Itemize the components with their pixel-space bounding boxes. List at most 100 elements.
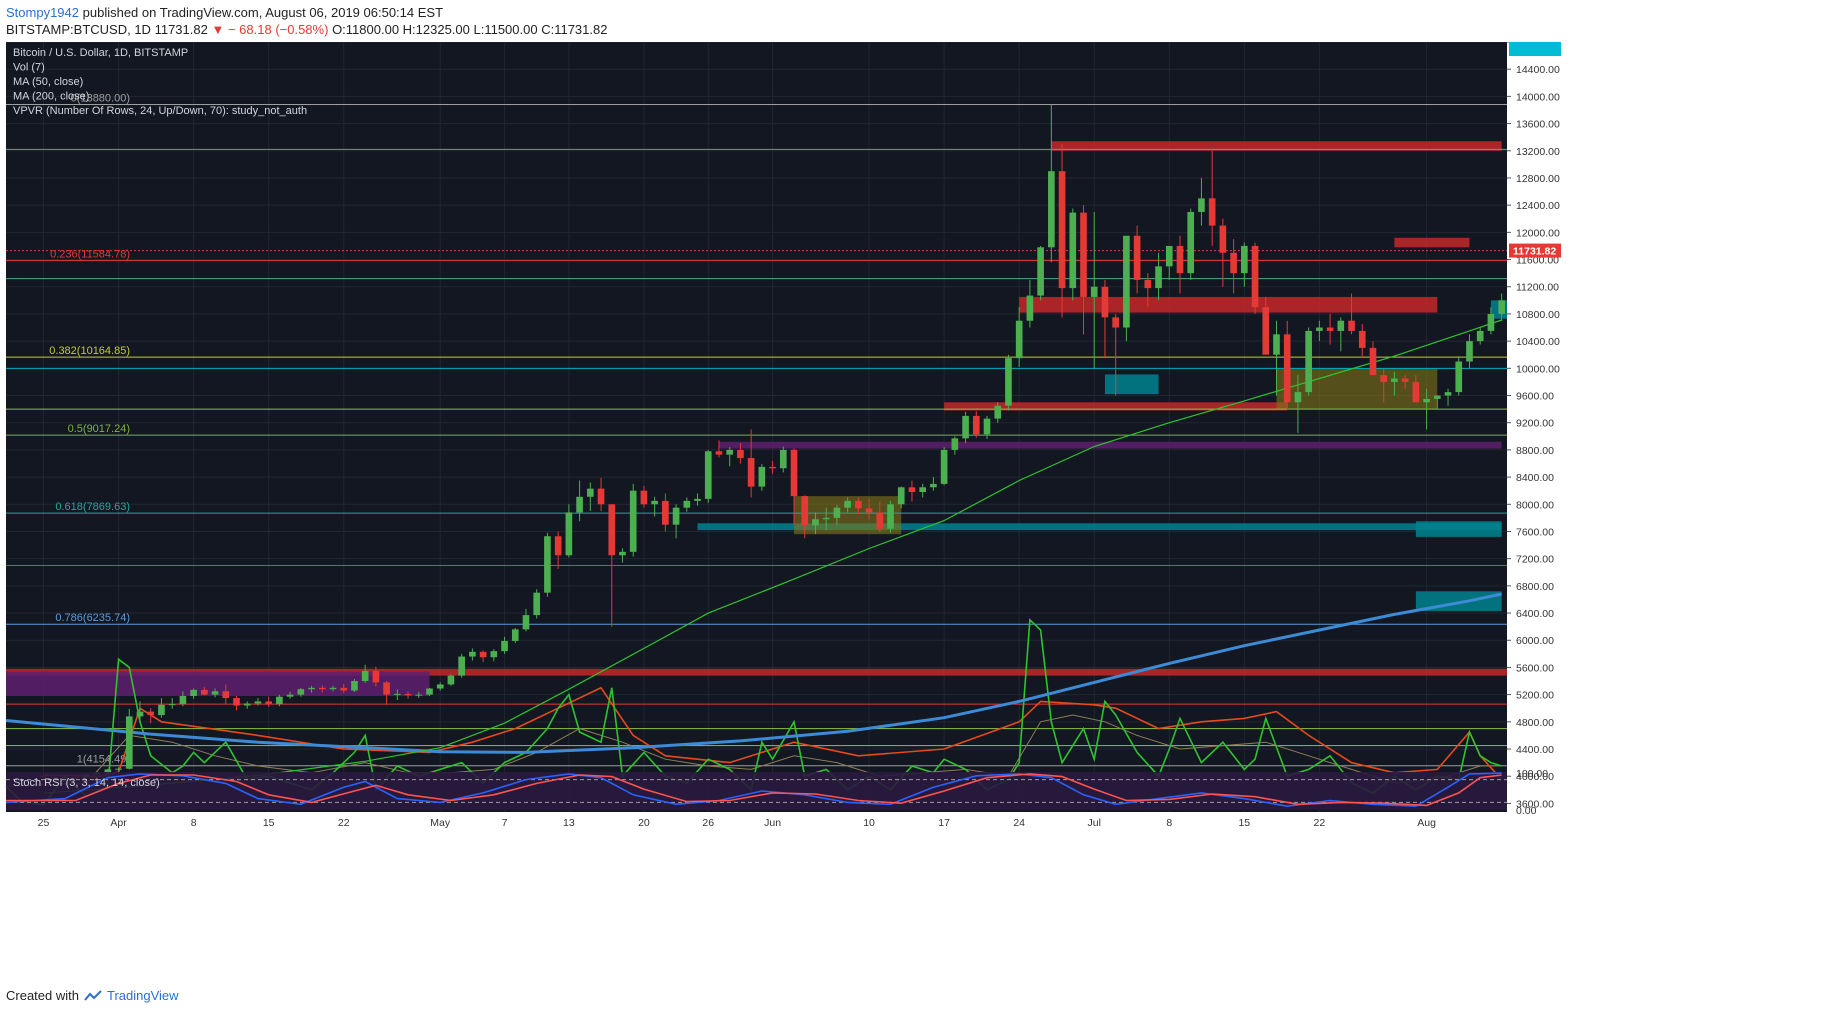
candle-body: [1069, 212, 1077, 289]
candle-body: [683, 500, 691, 508]
candle: [887, 500, 894, 533]
resistance-zone: [1019, 296, 1438, 313]
candle-body: [822, 517, 830, 520]
candle-body: [1262, 307, 1270, 355]
candle-body: [501, 640, 508, 652]
candle: [994, 402, 1002, 423]
candle-body: [1037, 247, 1044, 296]
candle-body: [297, 689, 305, 695]
candle-body: [1305, 330, 1312, 393]
price-tick-label: 6000.00: [1516, 635, 1554, 647]
candle: [361, 664, 369, 684]
time-tick-label: May: [430, 817, 451, 829]
symbol-header: BITSTAMP:BTCUSD, 1D 11731.82 ▼ − 68.18 (…: [6, 21, 607, 39]
candle: [597, 477, 605, 512]
candle-body: [1241, 245, 1248, 274]
candle: [1487, 307, 1495, 335]
candle-body: [179, 695, 187, 705]
candle-body: [608, 504, 616, 556]
price-tick-label: 12000.00: [1516, 227, 1560, 239]
support-zone: [1415, 521, 1502, 537]
candle: [1476, 327, 1484, 345]
candle: [1101, 279, 1109, 359]
candle-body: [1144, 279, 1152, 289]
candle-body: [651, 500, 658, 505]
time-tick-label: 10: [863, 817, 875, 829]
candle-body: [1433, 395, 1441, 399]
candle-body: [1455, 361, 1463, 393]
candle-body: [1466, 341, 1473, 362]
time-tick-label: 8: [191, 817, 197, 829]
candle: [233, 695, 240, 711]
candle-body: [1423, 398, 1430, 403]
price-zones: [6, 141, 1507, 696]
candle: [1444, 388, 1452, 406]
candle: [1112, 313, 1119, 396]
candle-body: [1444, 392, 1452, 396]
candle-body: [855, 500, 862, 509]
candle: [1058, 143, 1066, 318]
time-tick-label: 15: [1238, 817, 1250, 829]
price-tick-label: 9600.00: [1516, 391, 1554, 403]
candle: [833, 504, 841, 525]
candle: [790, 448, 798, 525]
candle: [1165, 245, 1173, 280]
candle: [276, 694, 283, 707]
price-tick-label: 10000.00: [1516, 363, 1560, 375]
candle: [897, 486, 905, 509]
candle-body: [629, 490, 637, 552]
candle: [372, 666, 380, 687]
price-tick-label: 12800.00: [1516, 173, 1560, 185]
candle-body: [458, 656, 465, 676]
fib-level-label: 1(4154.49): [77, 754, 130, 766]
candle-body: [490, 651, 498, 658]
time-tick-label: 22: [338, 817, 350, 829]
candle-body: [544, 536, 551, 593]
candle: [919, 483, 927, 498]
price-tick-label: 5200.00: [1516, 690, 1554, 702]
candle: [533, 589, 541, 619]
price-tick-label: 4400.00: [1516, 744, 1554, 756]
price-chart[interactable]: 0(13880.00) 0.236(11584.78) 0.382(10164.85…: [0, 42, 1840, 985]
created-with-label: Created with: [6, 988, 79, 1003]
candle-body: [790, 449, 798, 497]
candle: [201, 687, 208, 696]
candle-body: [812, 519, 819, 526]
candle-body: [833, 507, 841, 518]
tradingview-link[interactable]: TradingView: [106, 988, 179, 1003]
candle-body: [276, 696, 283, 705]
author-link[interactable]: Stompy1942: [6, 5, 79, 20]
support-zone: [1104, 374, 1159, 395]
candle: [951, 436, 959, 455]
candle: [286, 691, 294, 699]
candle-body: [222, 691, 230, 699]
candle-body: [158, 704, 165, 716]
candle-body: [1487, 313, 1495, 331]
resistance-zone: [1394, 237, 1470, 248]
candle-body: [554, 536, 562, 556]
candle: [1455, 356, 1463, 396]
candle-body: [254, 701, 262, 704]
legend-item: VPVR (Number Of Rows, 24, Up/Down, 70): …: [13, 105, 307, 117]
footer: Created with TradingView: [6, 988, 179, 1003]
candle-body: [1230, 252, 1237, 274]
candle: [1198, 177, 1205, 226]
candle-body: [340, 687, 348, 691]
time-axis-bg: [6, 812, 1507, 832]
candle: [308, 685, 315, 693]
candle: [383, 681, 390, 705]
candle-body: [1316, 327, 1323, 331]
candle: [404, 691, 412, 699]
candle: [158, 698, 165, 718]
candle-body: [447, 675, 455, 685]
candle-body: [597, 488, 605, 505]
candle: [822, 507, 830, 531]
time-tick-label: 20: [638, 817, 650, 829]
candle: [1187, 208, 1195, 280]
candle: [726, 447, 734, 467]
candle-body: [919, 487, 927, 493]
candle-body: [190, 689, 197, 696]
candle-body: [1058, 171, 1066, 289]
candle-body: [887, 504, 894, 529]
candle: [1358, 324, 1366, 359]
